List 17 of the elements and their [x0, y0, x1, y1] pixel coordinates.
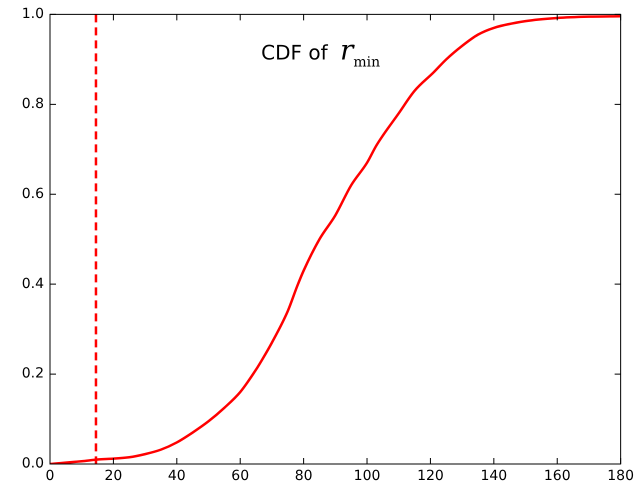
x-tick-label: 80	[294, 468, 313, 484]
x-tick-label: 180	[607, 468, 634, 484]
line-series	[50, 14, 621, 464]
x-tick-label: 140	[480, 468, 508, 484]
x-tick-label: 120	[417, 468, 444, 484]
x-tick-label: 60	[231, 468, 250, 484]
y-tick-label: 0.6	[22, 186, 44, 202]
x-tick-label: 100	[354, 468, 380, 484]
x-tick-label: 20	[104, 468, 122, 484]
x-tick-label: 40	[168, 468, 186, 484]
y-tick-label: 0.0	[22, 456, 44, 472]
y-tick-label: 0.2	[22, 366, 44, 382]
y-tick-label: 0.8	[22, 96, 44, 112]
y-tick-label: 1.0	[22, 6, 44, 22]
y-tick-label: 0.4	[22, 276, 44, 292]
x-tick-label: 160	[544, 468, 571, 484]
x-tick-label: 0	[46, 468, 54, 484]
